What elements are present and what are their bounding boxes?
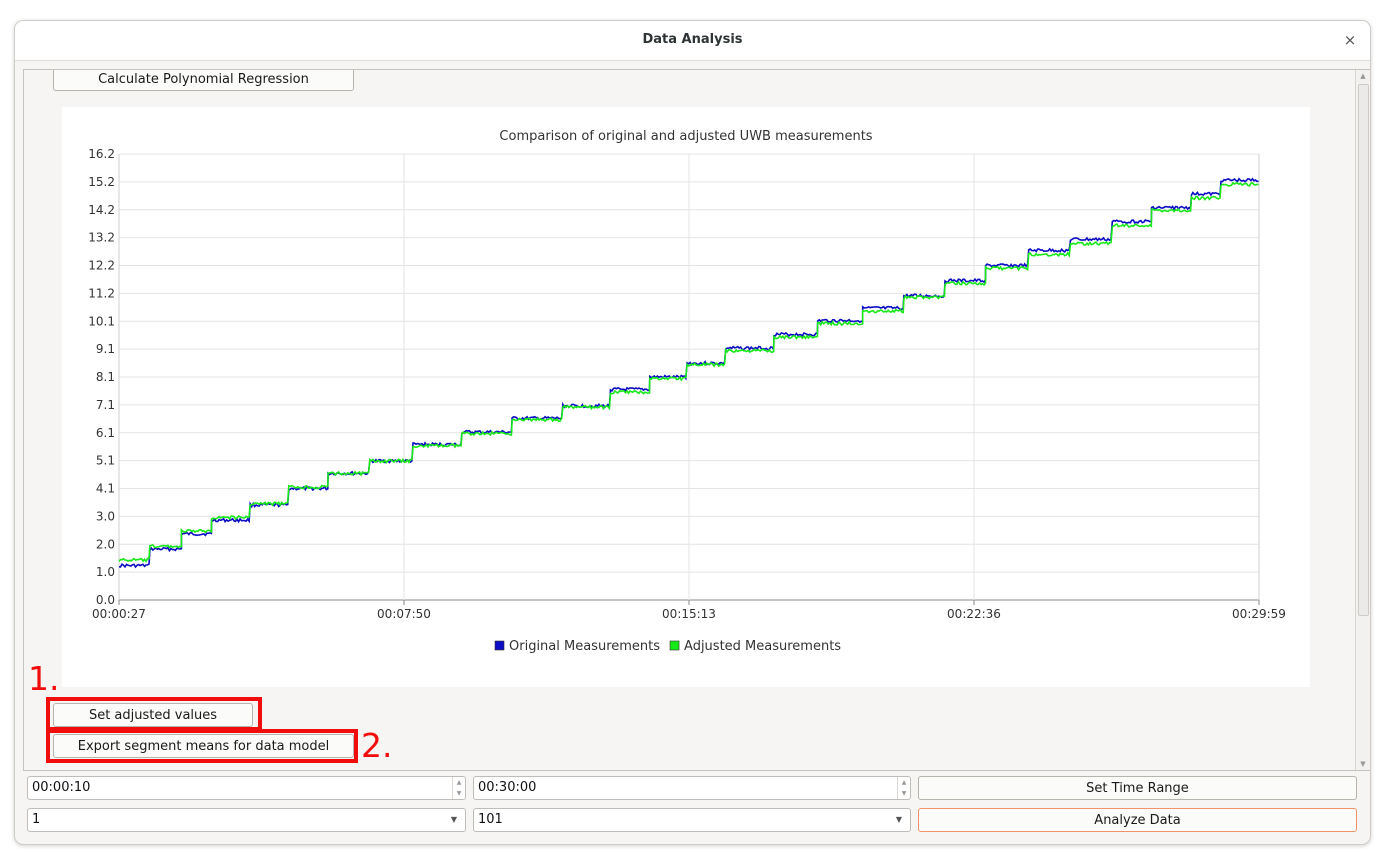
- annotation-box-1: [46, 697, 262, 731]
- scrollbar-thumb[interactable]: [1358, 84, 1369, 616]
- y-tick-label: 7.1: [96, 398, 115, 412]
- y-tick-label: 4.1: [96, 482, 115, 496]
- annotation-box-2: [46, 729, 358, 763]
- legend-marker: [669, 640, 680, 651]
- x-tick-label: 00:00:27: [92, 607, 146, 621]
- scroll-area[interactable]: Calculate Polynomial Regression Comparis…: [23, 69, 1370, 771]
- scroll-down-icon[interactable]: ▼: [1360, 760, 1366, 768]
- x-tick-label: 00:07:50: [377, 607, 431, 621]
- chevron-down-icon: ▼: [895, 815, 902, 824]
- window-title: Data Analysis: [642, 32, 743, 47]
- y-tick-label: 16.2: [88, 147, 115, 161]
- y-tick-label: 2.0: [96, 537, 115, 551]
- y-tick-label: 1.0: [96, 565, 115, 579]
- annotation-label-2: 2.: [361, 726, 393, 765]
- annotation-label-1: 1.: [28, 659, 60, 698]
- start-time-spinbox[interactable]: 00:00:10 ▲ ▼: [27, 776, 466, 800]
- spin-down-icon[interactable]: ▼: [901, 790, 907, 797]
- y-tick-label: 13.2: [88, 231, 115, 245]
- analyze-data-button[interactable]: Analyze Data: [918, 808, 1357, 832]
- legend-label: Adjusted Measurements: [684, 639, 841, 654]
- x-tick-label: 00:29:59: [1232, 607, 1286, 621]
- set-adjusted-values-button[interactable]: Set adjusted values: [53, 703, 253, 727]
- spin-up-icon[interactable]: ▲: [456, 779, 462, 786]
- y-tick-label: 12.2: [88, 259, 115, 273]
- close-icon[interactable]: ×: [1343, 31, 1357, 49]
- set-time-range-button[interactable]: Set Time Range: [918, 776, 1357, 800]
- vertical-scrollbar[interactable]: ▲ ▼: [1355, 70, 1370, 770]
- data-analysis-window: Data Analysis × Calculate Polynomial Reg…: [14, 20, 1371, 845]
- select-a-value: 1: [32, 812, 41, 827]
- select-a-combobox[interactable]: 1 ▼: [27, 808, 466, 832]
- y-tick-label: 10.1: [88, 314, 115, 328]
- chart-panel: Comparison of original and adjusted UWB …: [62, 107, 1310, 687]
- title-bar: Data Analysis ×: [15, 21, 1370, 61]
- select-b-combobox[interactable]: 101 ▼: [473, 808, 911, 832]
- legend-label: Original Measurements: [509, 639, 660, 654]
- y-tick-label: 3.0: [96, 509, 115, 523]
- uwb-comparison-chart: Comparison of original and adjusted UWB …: [88, 129, 1286, 654]
- spin-up-icon[interactable]: ▲: [901, 779, 907, 786]
- end-time-spinbox[interactable]: 00:30:00 ▲ ▼: [473, 776, 911, 800]
- start-time-value: 00:00:10: [32, 780, 91, 795]
- end-time-value: 00:30:00: [478, 780, 537, 795]
- export-segment-means-button[interactable]: Export segment means for data model: [53, 734, 354, 758]
- y-tick-label: 5.1: [96, 454, 115, 468]
- chevron-down-icon: ▼: [450, 815, 457, 824]
- x-tick-label: 00:22:36: [947, 607, 1001, 621]
- y-tick-label: 0.0: [96, 593, 115, 607]
- spin-down-icon[interactable]: ▼: [456, 790, 462, 797]
- x-tick-label: 00:15:13: [662, 607, 716, 621]
- legend-marker: [494, 640, 505, 651]
- y-tick-label: 8.1: [96, 370, 115, 384]
- series-line-adjusted: [118, 181, 1259, 563]
- y-tick-label: 11.2: [88, 286, 115, 300]
- y-tick-label: 9.1: [96, 342, 115, 356]
- y-tick-label: 6.1: [96, 426, 115, 440]
- chart-title: Comparison of original and adjusted UWB …: [499, 129, 872, 144]
- y-tick-label: 15.2: [88, 175, 115, 189]
- calculate-polynomial-regression-button[interactable]: Calculate Polynomial Regression: [53, 70, 354, 91]
- select-b-value: 101: [478, 812, 503, 827]
- scroll-up-icon[interactable]: ▲: [1360, 72, 1366, 80]
- y-tick-label: 14.2: [88, 203, 115, 217]
